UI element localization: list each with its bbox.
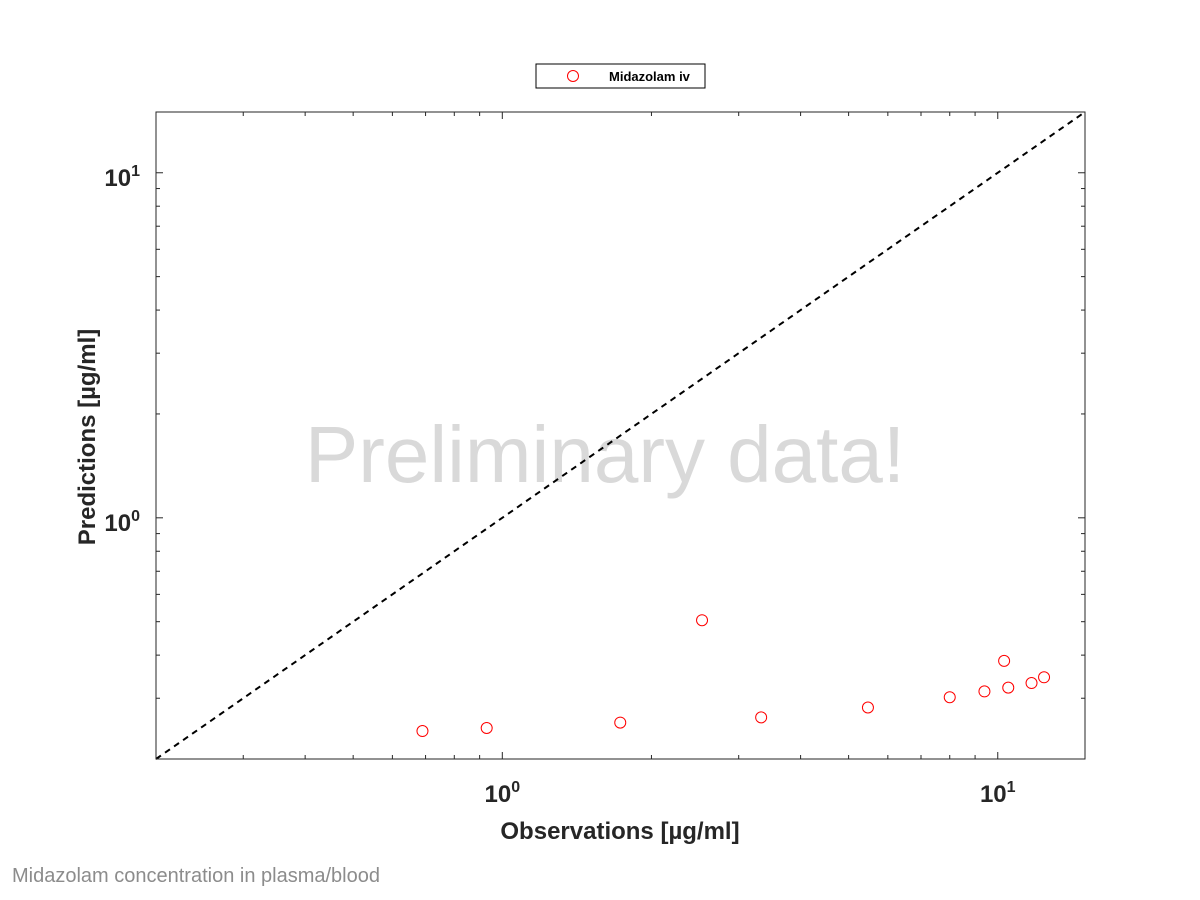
y-axis-title: Predictions [µg/ml]	[74, 329, 101, 546]
identity-reference-line	[155, 111, 1086, 760]
data-point	[480, 721, 493, 734]
legend-label: Midazolam iv	[609, 69, 691, 84]
x-tick-labels: 100 101	[485, 779, 1016, 808]
figure-caption: Midazolam concentration in plasma/blood	[12, 865, 380, 887]
legend-marker-icon	[567, 70, 579, 82]
data-point	[943, 691, 956, 704]
data-points	[416, 614, 1051, 738]
data-point	[1002, 681, 1015, 694]
data-point	[978, 685, 991, 698]
data-point	[614, 716, 627, 729]
x-tick-label: 100	[485, 779, 521, 808]
scatter-chart: Preliminary data! 100 101 100 101 Observat…	[74, 63, 1086, 845]
x-axis-title: Observations [µg/ml]	[500, 818, 739, 845]
data-point	[696, 614, 709, 627]
legend: Midazolam iv	[535, 63, 706, 89]
data-point	[861, 701, 874, 714]
data-point	[998, 654, 1011, 667]
y-tick-label: 101	[104, 163, 140, 192]
y-tick-label: 100	[104, 508, 140, 537]
legend-box	[535, 63, 706, 89]
watermark: Preliminary data!	[305, 410, 905, 499]
y-tick-labels: 100 101	[104, 163, 140, 537]
data-point	[416, 725, 429, 738]
data-point	[1038, 671, 1051, 684]
data-point	[1025, 677, 1038, 690]
data-point	[755, 711, 768, 724]
x-tick-label: 101	[980, 779, 1016, 808]
axes-box	[155, 111, 1086, 760]
